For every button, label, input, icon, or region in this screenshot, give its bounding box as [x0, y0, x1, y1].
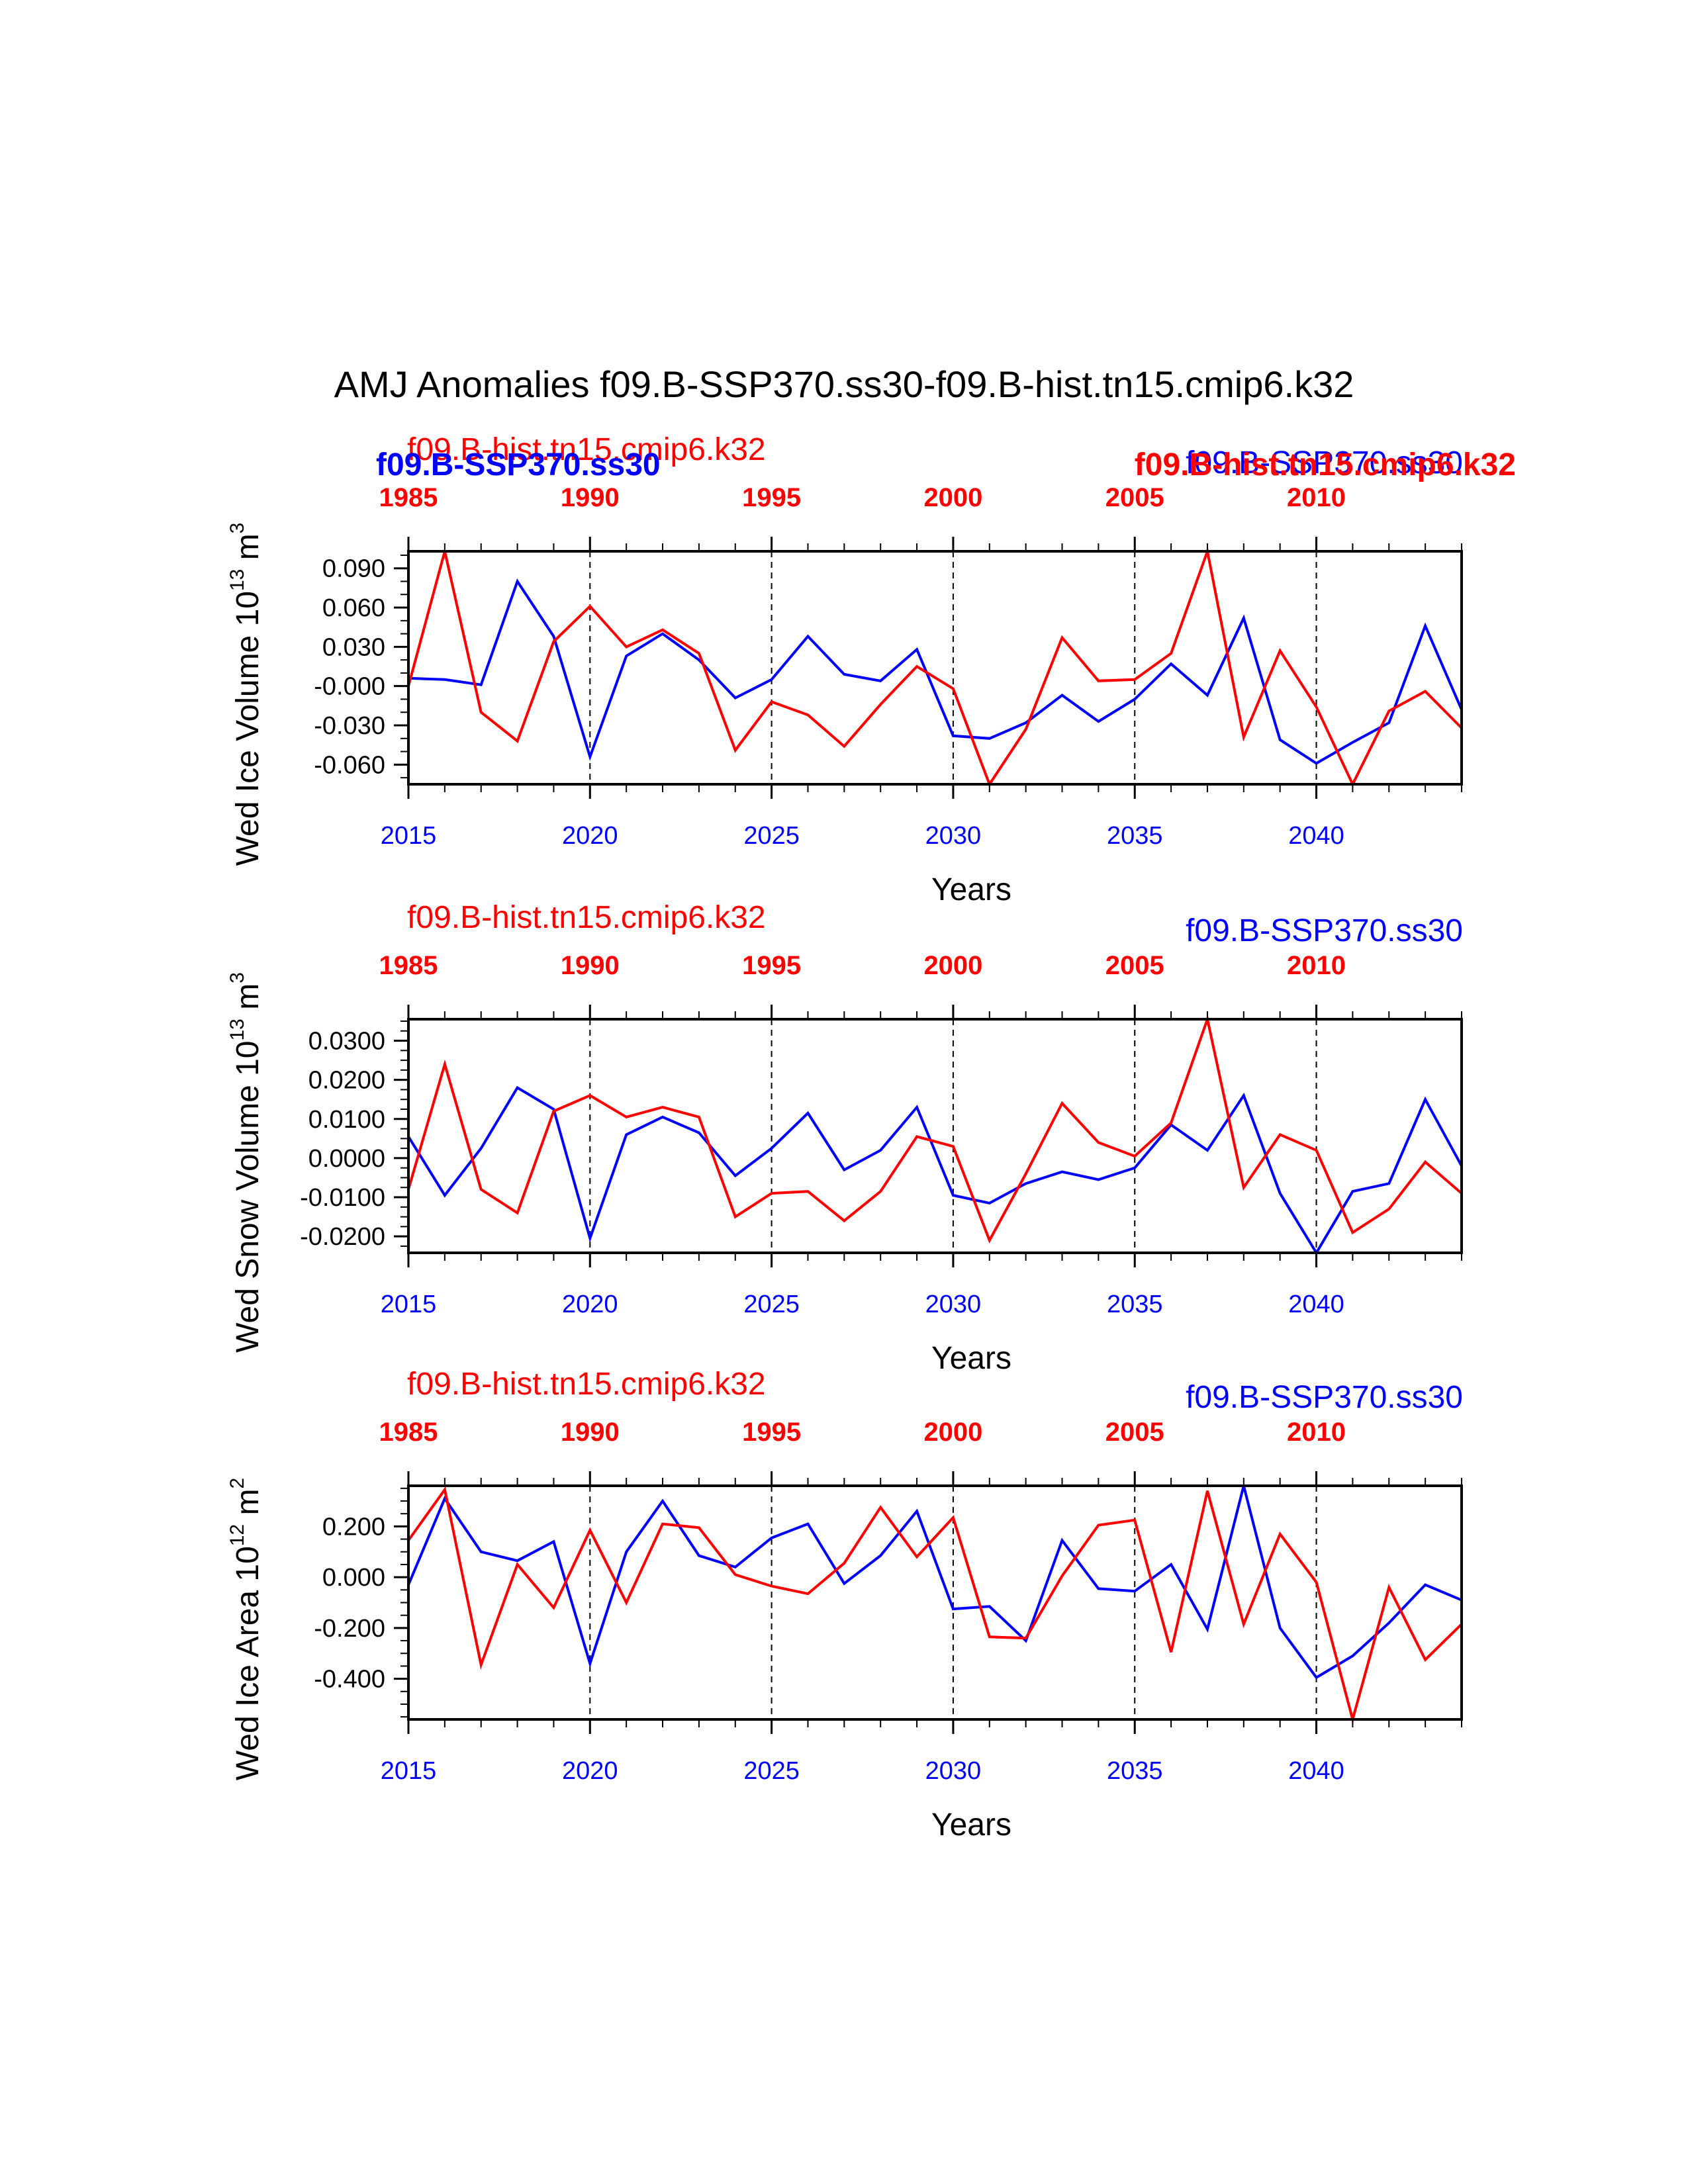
- series-line-hist: [407, 1486, 1463, 1725]
- x-tick-label: 2015: [381, 1291, 437, 1318]
- series-line-hist: [407, 1014, 1463, 1244]
- x-axis-label: Years: [931, 1807, 1011, 1843]
- top-x-tick-label: 1990: [561, 483, 620, 512]
- overlay-title-hist: f09.B-hist.tn15.cmip6.k32: [1135, 447, 1516, 482]
- top-x-tick-label: 2000: [923, 951, 982, 980]
- y-tick-label: 0.000: [322, 1564, 385, 1592]
- y-axis-label-text: Wed Snow Volume 10: [230, 1040, 265, 1352]
- series-line-hist: [407, 546, 1463, 788]
- y-tick-label: 0.090: [322, 555, 385, 583]
- y-axis-label-unit: m: [230, 1488, 265, 1524]
- chart-panel-2: -0.0200 -0.0100 0.0000 0.0100 0.0200 0.0300 20…: [226, 900, 1463, 1376]
- y-tick-label: 0.0200: [308, 1067, 385, 1095]
- panel-title-ssp370: f09.B-SSP370.ss30: [1186, 445, 1463, 480]
- panel-title-ssp370: f09.B-SSP370.ss30: [1186, 913, 1463, 948]
- y-axis-label-exponent: 13: [226, 569, 248, 591]
- x-tick-label: 2020: [562, 1757, 618, 1785]
- y-tick-label: 0.0000: [308, 1145, 385, 1173]
- x-tick-label: 2015: [381, 1757, 437, 1785]
- y-axis-label-unit: m: [230, 533, 265, 569]
- y-axis-label-unit-exponent: 3: [226, 972, 248, 983]
- y-tick-label: 0.060: [322, 594, 385, 622]
- y-tick-label: -0.400: [314, 1666, 385, 1694]
- x-tick-label: 2020: [562, 1291, 618, 1318]
- top-x-tick-label: 1995: [742, 1418, 801, 1447]
- y-tick-label: -0.030: [314, 712, 385, 740]
- y-tick-label: 0.0100: [308, 1106, 385, 1134]
- x-tick-label: 2035: [1107, 1291, 1163, 1318]
- panel-title-hist: f09.B-hist.tn15.cmip6.k32: [407, 432, 766, 467]
- figure-title: AMJ Anomalies f09.B-SSP370.ss30-f09.B-hi…: [334, 363, 1354, 405]
- top-x-tick-label: 1985: [379, 483, 438, 512]
- x-tick-label: 2025: [743, 1291, 800, 1318]
- x-tick-label: 2035: [1107, 1757, 1163, 1785]
- plot-frame: [407, 550, 1463, 786]
- x-tick-label: 2040: [1288, 1291, 1344, 1318]
- y-tick-label: -0.060: [314, 751, 385, 779]
- y-axis-label-unit-exponent: 2: [226, 1478, 248, 1489]
- top-x-tick-label: 1990: [561, 1418, 620, 1447]
- top-x-tick-label: 2000: [923, 483, 982, 512]
- x-tick-label: 2025: [743, 1757, 800, 1785]
- x-tick-label: 2025: [743, 822, 800, 850]
- y-axis-label-exponent: 12: [226, 1524, 248, 1546]
- y-tick-label: -0.0100: [300, 1184, 385, 1212]
- chart-panel-3: -0.400 -0.200 0.000 0.200 2015 2020 2025 2030 20…: [226, 1367, 1463, 1843]
- top-x-tick-label: 1985: [379, 951, 438, 980]
- y-tick-label: 0.0300: [308, 1028, 385, 1056]
- panel-title-hist: f09.B-hist.tn15.cmip6.k32: [407, 1367, 766, 1402]
- x-tick-label: 2035: [1107, 822, 1163, 850]
- plot-frame: [407, 1018, 1463, 1254]
- top-x-tick-label: 2005: [1105, 483, 1164, 512]
- top-x-tick-label: 1995: [742, 483, 801, 512]
- x-tick-label: 2030: [925, 822, 982, 850]
- x-tick-label: 2015: [381, 822, 437, 850]
- y-axis-label: Wed Ice Area 1012 m2: [226, 1478, 265, 1780]
- panel-title-ssp370: f09.B-SSP370.ss30: [1186, 1380, 1463, 1415]
- series-line-ssp370: [407, 1085, 1463, 1255]
- y-tick-label: 0.030: [322, 633, 385, 661]
- x-tick-label: 2030: [925, 1757, 982, 1785]
- series-line-ssp370: [407, 1485, 1462, 1680]
- x-axis-label: Years: [931, 1341, 1011, 1376]
- x-tick-label: 2040: [1288, 1757, 1344, 1785]
- y-tick-label: -0.0200: [300, 1223, 385, 1251]
- y-axis-label-text: Wed Ice Area 10: [230, 1546, 265, 1780]
- x-tick-label: 2020: [562, 822, 618, 850]
- y-tick-label: -0.200: [314, 1615, 385, 1643]
- top-x-tick-label: 2010: [1287, 951, 1346, 980]
- series-line-ssp370: [408, 578, 1463, 765]
- y-axis-label: Wed Ice Volume 1013 m3: [226, 523, 265, 866]
- y-axis-label: Wed Snow Volume 1013 m3: [226, 972, 265, 1353]
- panel-title-hist: f09.B-hist.tn15.cmip6.k32: [407, 900, 766, 935]
- y-axis-label-unit: m: [230, 983, 265, 1019]
- top-x-tick-label: 2000: [923, 1418, 982, 1447]
- x-tick-label: 2030: [925, 1291, 982, 1318]
- top-x-tick-label: 1985: [379, 1418, 438, 1447]
- y-tick-label: -0.000: [314, 673, 385, 701]
- top-x-tick-label: 2005: [1105, 951, 1164, 980]
- chart-panels: -0.060 -0.030 -0.000 0.030 0.060 0.090 2015 202…: [226, 432, 1516, 1843]
- chart-panel-1: -0.060 -0.030 -0.000 0.030 0.060 0.090 2015 202…: [226, 432, 1516, 907]
- top-x-tick-label: 2010: [1287, 483, 1346, 512]
- x-tick-label: 2040: [1288, 822, 1344, 850]
- x-axis-label: Years: [931, 872, 1011, 907]
- y-axis-label-text: Wed Ice Volume 10: [230, 591, 265, 866]
- top-x-tick-label: 2005: [1105, 1418, 1164, 1447]
- y-axis-label-exponent: 13: [226, 1019, 248, 1040]
- top-x-tick-label: 1990: [561, 951, 620, 980]
- overlay-title-ssp370: f09.B-SSP370.ss30: [376, 447, 661, 482]
- y-axis-label-unit-exponent: 3: [226, 523, 248, 534]
- top-x-tick-label: 1995: [742, 951, 801, 980]
- top-x-tick-label: 2010: [1287, 1418, 1346, 1447]
- y-tick-label: 0.200: [322, 1513, 385, 1541]
